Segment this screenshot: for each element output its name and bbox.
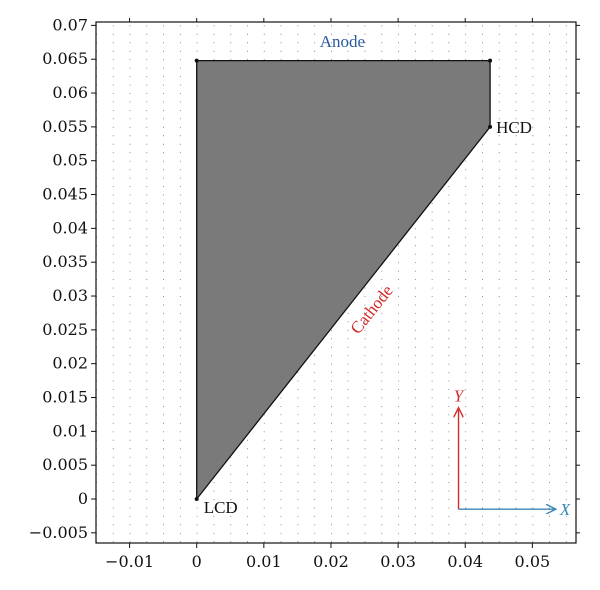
y-tick-label: 0.01 [52, 421, 88, 440]
x-tick-label: −0.01 [105, 552, 154, 571]
axis-ticks: −0.01 0 0.01 0.02 0.03 0.04 0.05 −0.005 0 0.005 0.… [29, 15, 580, 571]
y-tick-label: 0.035 [42, 252, 88, 271]
y-tick-label: 0.015 [42, 388, 88, 407]
y-tick-label: 0.06 [52, 83, 88, 102]
x-tick-label: 0 [192, 552, 202, 571]
y-tick-label: 0.03 [52, 286, 88, 305]
y-tick-label: 0.045 [42, 185, 88, 204]
electrolyte-region [196, 59, 491, 501]
y-tick-label: 0.005 [42, 455, 88, 474]
y-tick-label: 0.025 [42, 320, 88, 339]
y-tick-label: 0.065 [42, 49, 88, 68]
vertex-point-0 [194, 497, 199, 502]
anode-label: Anode [320, 32, 365, 51]
x-tick-label: 0.04 [447, 552, 483, 571]
x-tick-label: 0.02 [313, 552, 349, 571]
vertex-point-1 [488, 124, 493, 129]
y-tick-label: 0.04 [52, 218, 88, 237]
vertex-point-3 [194, 58, 199, 63]
y-tick-label: 0 [78, 489, 88, 508]
y-tick-label: 0.05 [52, 151, 88, 170]
hcd-point-label: HCD [496, 118, 532, 137]
x-tick-label: 0.05 [515, 552, 551, 571]
x-tick-label: 0.03 [380, 552, 416, 571]
vertex-point-2 [488, 58, 493, 63]
y-axis-glyph-label: Y [454, 387, 465, 406]
lcd-point-label: LCD [204, 498, 238, 517]
x-tick-label: 0.01 [246, 552, 282, 571]
y-tick-label: 0.02 [52, 354, 88, 373]
y-tick-label: 0.07 [52, 15, 88, 34]
x-axis-glyph-label: X [559, 500, 571, 519]
y-tick-label: −0.005 [29, 523, 88, 542]
plot-frame [95, 21, 577, 544]
y-tick-label: 0.055 [42, 117, 88, 136]
vertex-points [194, 58, 493, 502]
